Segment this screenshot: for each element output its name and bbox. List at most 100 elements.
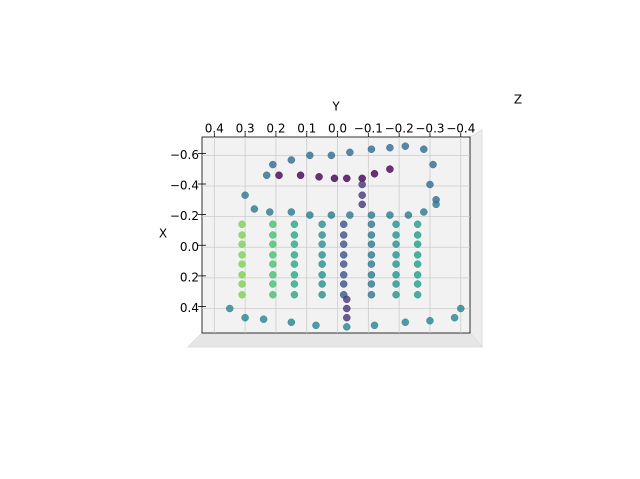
point bbox=[339, 271, 348, 279]
point bbox=[290, 251, 299, 259]
point bbox=[306, 151, 314, 160]
point bbox=[290, 240, 299, 248]
point bbox=[315, 173, 323, 181]
point bbox=[250, 205, 259, 213]
x-tick-label: 0.2 bbox=[266, 122, 285, 136]
x-tick-label: −0.4 bbox=[446, 122, 475, 136]
point bbox=[238, 271, 246, 279]
point bbox=[269, 280, 277, 288]
point bbox=[413, 240, 422, 248]
point bbox=[330, 174, 339, 183]
point bbox=[339, 260, 348, 268]
point bbox=[450, 313, 459, 322]
grid: 0.4 0.3 0.2 0.1 0.0 −0.1 −0.2 −0.3 −0.4−0.6−0.4−… bbox=[170, 122, 475, 333]
point bbox=[346, 211, 354, 219]
point bbox=[262, 171, 271, 180]
y-tick-label: −0.6 bbox=[170, 148, 199, 162]
point bbox=[238, 231, 246, 239]
point bbox=[386, 143, 394, 152]
point bbox=[269, 251, 277, 259]
point bbox=[343, 174, 351, 183]
point bbox=[318, 280, 326, 288]
point bbox=[343, 295, 351, 304]
y-tick-label: −0.4 bbox=[170, 179, 199, 193]
point bbox=[339, 251, 348, 259]
point bbox=[367, 231, 376, 239]
point bbox=[420, 145, 428, 153]
point bbox=[426, 180, 434, 189]
x-tick-label: 0.0 bbox=[328, 122, 347, 136]
point bbox=[290, 290, 299, 299]
point bbox=[429, 160, 437, 169]
point bbox=[343, 313, 351, 322]
x-tick-label: −0.3 bbox=[415, 122, 444, 136]
point bbox=[238, 220, 246, 229]
point bbox=[404, 211, 413, 219]
point bbox=[367, 290, 376, 299]
point bbox=[318, 220, 326, 229]
point bbox=[275, 171, 283, 180]
point bbox=[290, 271, 299, 279]
point bbox=[392, 271, 400, 279]
point bbox=[318, 271, 326, 279]
x-tick-label: 0.3 bbox=[236, 122, 255, 136]
point bbox=[370, 321, 379, 330]
point bbox=[343, 304, 351, 313]
point bbox=[367, 211, 376, 219]
point bbox=[269, 271, 277, 279]
point bbox=[269, 231, 277, 239]
y-tick-label: −0.2 bbox=[170, 209, 199, 223]
x-tick-label: 0.1 bbox=[297, 122, 316, 136]
x-tick-label: −0.1 bbox=[354, 122, 383, 136]
point bbox=[318, 231, 326, 239]
point bbox=[238, 251, 246, 259]
point bbox=[367, 240, 376, 248]
point bbox=[290, 260, 299, 268]
point bbox=[238, 280, 246, 288]
point bbox=[238, 290, 246, 299]
point bbox=[269, 160, 277, 169]
points bbox=[225, 142, 465, 331]
back-pane bbox=[201, 136, 471, 334]
point bbox=[392, 231, 400, 239]
y-tick-label: 0.2 bbox=[180, 270, 199, 284]
point bbox=[241, 313, 249, 322]
point bbox=[327, 211, 336, 219]
point bbox=[290, 231, 299, 239]
floor-pane bbox=[186, 332, 484, 348]
point bbox=[318, 290, 326, 299]
point bbox=[392, 240, 400, 248]
point bbox=[238, 240, 246, 248]
point bbox=[339, 280, 348, 288]
point bbox=[318, 260, 326, 268]
point bbox=[296, 171, 305, 180]
point bbox=[358, 200, 366, 209]
point bbox=[290, 280, 299, 288]
x-tick-label: 0.4 bbox=[205, 122, 224, 136]
point bbox=[401, 142, 410, 150]
point bbox=[318, 251, 326, 259]
x-axis-label: Y bbox=[331, 100, 340, 114]
point bbox=[241, 191, 249, 199]
z-axis-label: Z bbox=[514, 93, 522, 107]
point bbox=[426, 317, 434, 325]
point bbox=[312, 321, 320, 330]
point bbox=[259, 315, 268, 323]
point bbox=[392, 220, 400, 229]
point bbox=[392, 251, 400, 259]
point bbox=[339, 231, 348, 239]
point bbox=[327, 151, 336, 160]
point bbox=[367, 220, 376, 229]
point bbox=[370, 170, 379, 178]
point bbox=[287, 318, 296, 327]
point bbox=[367, 145, 376, 153]
point bbox=[386, 165, 394, 173]
point bbox=[269, 260, 277, 268]
point bbox=[358, 191, 366, 199]
point bbox=[401, 318, 410, 327]
point bbox=[457, 304, 465, 313]
point bbox=[367, 251, 376, 259]
point bbox=[346, 148, 354, 157]
point bbox=[269, 220, 277, 229]
